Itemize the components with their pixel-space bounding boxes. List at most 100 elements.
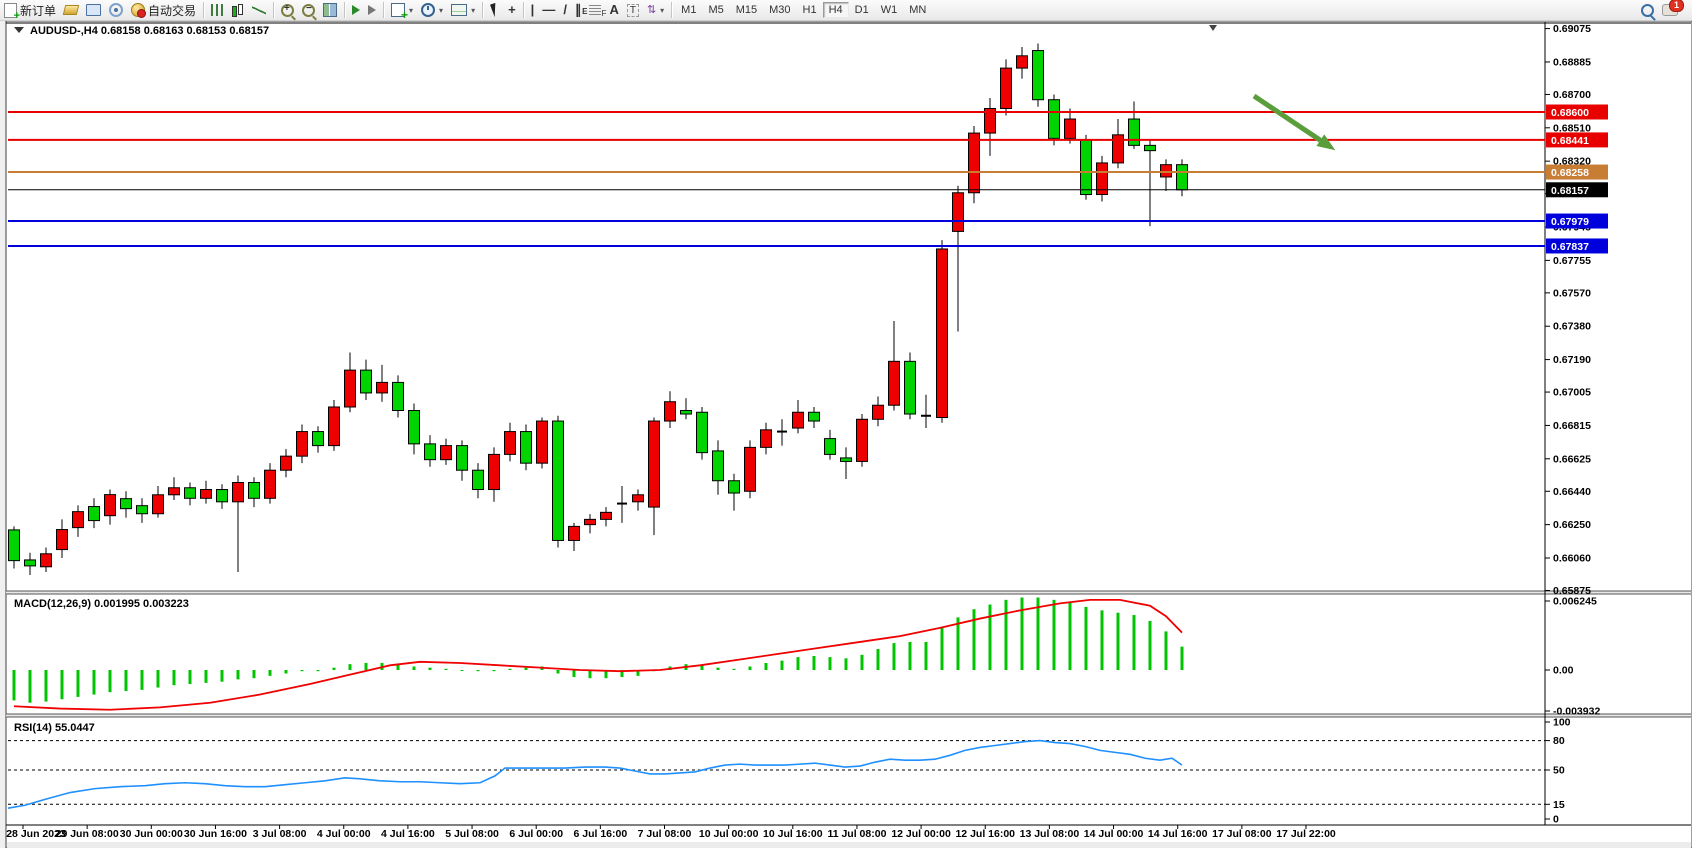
indicators-button[interactable]: ▾ [387, 1, 417, 22]
text-button[interactable]: A [605, 1, 622, 19]
cursor-button[interactable] [486, 1, 504, 19]
candle [392, 375, 404, 418]
arrow-head [1316, 134, 1336, 151]
crosshair-icon: + [508, 2, 516, 17]
candle [376, 364, 388, 402]
candle [408, 403, 420, 455]
price-tick-label: 0.67190 [1553, 354, 1591, 366]
auto-trading-button[interactable]: 自动交易 [127, 1, 200, 19]
candle-body [552, 420, 564, 541]
candle-body [984, 107, 996, 134]
candle [952, 185, 964, 332]
candle-body [1032, 50, 1044, 101]
candle-body [264, 469, 276, 499]
candle [1128, 101, 1140, 149]
timeframe-m5[interactable]: M5 [708, 4, 724, 16]
candle [520, 424, 532, 471]
trendline-button[interactable]: / [559, 1, 571, 19]
timeframe-m30[interactable]: M30 [769, 4, 791, 16]
candle-body [888, 360, 900, 406]
timeframe-m15[interactable]: M15 [735, 4, 758, 16]
macd-bar [588, 670, 592, 679]
candle-body [936, 248, 948, 419]
auto-scroll-button[interactable] [348, 1, 364, 19]
candlestick-series [8, 43, 1188, 576]
gold-bar-button[interactable] [60, 1, 82, 19]
candle [184, 482, 196, 506]
level-price-tag-box [1546, 238, 1608, 254]
candle [968, 126, 980, 204]
macd-bar [940, 627, 944, 670]
new-order-button[interactable]: 新订单 [0, 1, 60, 22]
macd-bar [252, 670, 256, 679]
channel-button[interactable]: ∥ [571, 1, 587, 20]
timeframe-mn[interactable]: MN [909, 4, 927, 16]
candle [1032, 43, 1044, 107]
chart-shift-marker[interactable] [1209, 25, 1217, 31]
macd-bar [76, 670, 80, 697]
vertical-line-button[interactable]: | [527, 1, 539, 19]
macd-bar [636, 670, 640, 676]
macd-bar [140, 670, 144, 690]
bar-chart-button[interactable] [207, 1, 227, 19]
candle-body [1112, 134, 1124, 164]
pane-separator[interactable] [6, 591, 1691, 594]
time-tick-label: 11 Jul 08:00 [827, 828, 886, 840]
candle [984, 97, 996, 156]
candle-body [56, 529, 68, 551]
time-tick-label: 5 Jul 08:00 [445, 828, 499, 840]
arrows-button[interactable]: ⇅ ▾ [643, 1, 668, 19]
macd-bar [1148, 620, 1152, 670]
price-tick-label: 0.69075 [1553, 23, 1591, 35]
search-button[interactable] [1637, 1, 1658, 19]
text-label-button[interactable]: T [623, 1, 643, 19]
timeframe-d1[interactable]: D1 [854, 4, 869, 16]
chart-shift-button[interactable] [364, 1, 380, 19]
chevron-down-icon: ▾ [471, 5, 476, 15]
signals-button[interactable] [105, 1, 127, 19]
zoom-in-button[interactable] [277, 1, 298, 19]
price-tick-label: 0.67570 [1553, 287, 1591, 299]
horizontal-line-button[interactable]: — [538, 1, 559, 19]
candle [600, 507, 612, 527]
macd-bar [1020, 597, 1024, 670]
zoom-out-button[interactable] [298, 1, 319, 19]
tile-windows-button[interactable] [319, 1, 341, 19]
trend-arrow-annotation[interactable] [1252, 93, 1336, 151]
crosshair-button[interactable]: + [504, 1, 520, 19]
terminal-button[interactable] [82, 1, 105, 19]
macd-bar [1052, 599, 1056, 670]
timeframe-h4[interactable]: H4 [822, 2, 849, 18]
macd-bar [1116, 612, 1120, 670]
time-tick-label: 17 Jul 22:00 [1276, 828, 1336, 840]
candle [328, 399, 340, 451]
candle-body [840, 457, 852, 462]
rsi-label: RSI(14) 55.0447 [14, 722, 95, 734]
level-price-tag: 0.67837 [1546, 238, 1608, 254]
macd-bar [780, 660, 784, 670]
periods-button[interactable]: ▾ [417, 1, 447, 19]
equidistant-channel-icon: ∥ [575, 3, 587, 20]
templates-button[interactable]: ▾ [447, 1, 479, 19]
candle [264, 463, 276, 504]
line-chart-button[interactable] [248, 1, 270, 19]
candle [200, 480, 212, 504]
candle [888, 320, 900, 411]
search-icon [1641, 3, 1654, 17]
candle-body [344, 369, 356, 408]
time-tick-label: 30 Jun 16:00 [184, 828, 247, 840]
timeframe-w1[interactable]: W1 [880, 4, 898, 16]
candle [488, 447, 500, 502]
timeframe-h1[interactable]: H1 [802, 4, 817, 16]
symbol-dropdown-icon[interactable] [14, 27, 24, 33]
timeframe-m1[interactable]: M1 [681, 4, 697, 16]
candle-body [40, 553, 52, 568]
candlestick-chart-button[interactable] [227, 1, 248, 19]
pane-separator[interactable] [6, 714, 1691, 717]
fibonacci-button[interactable] [585, 1, 606, 19]
candle-body [520, 431, 532, 464]
candle-body [88, 506, 100, 522]
notifications-button[interactable]: 1 [1658, 0, 1684, 19]
